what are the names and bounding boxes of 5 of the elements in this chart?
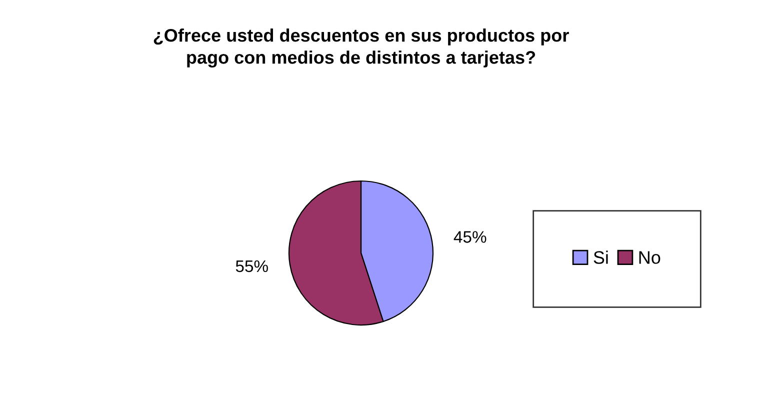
data-label: 45% [454, 231, 486, 243]
legend-label: No [639, 251, 660, 264]
legend-label: Si [594, 250, 608, 264]
data-label: 55% [236, 260, 268, 272]
chart-title: ¿Ofrece usted descuentos en sus productos por pago con medios de distintos a tarjetas? [154, 28, 569, 68]
